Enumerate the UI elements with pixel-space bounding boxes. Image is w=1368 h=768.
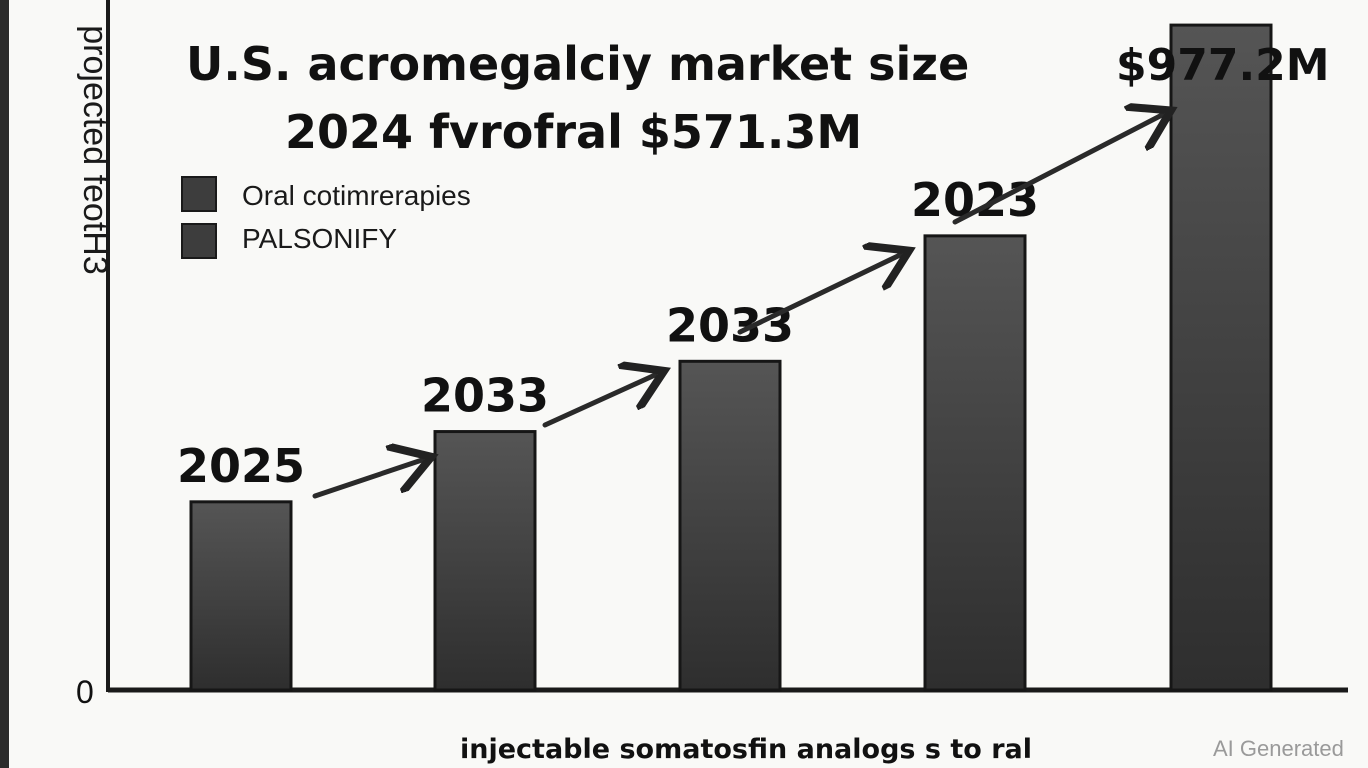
trend-arrow-3 [952, 115, 1162, 225]
bar-0 [189, 500, 293, 692]
trend-arrow-0 [312, 460, 422, 499]
legend-label-palsonify: PALSONIFY [242, 223, 397, 254]
watermark: AI Generated [1213, 736, 1344, 761]
bar-series [189, 23, 1273, 692]
bar-label-0: 2025 [177, 439, 305, 493]
y-tick-zero: 0 [76, 674, 94, 710]
legend: Oral cotimrerapies PALSONIFY [181, 176, 471, 259]
legend-swatch-palsonify [181, 223, 217, 259]
trend-arrows [312, 115, 1162, 499]
bar-label-1: 2033 [421, 369, 549, 423]
bar-label-3: 2023 [911, 173, 1039, 227]
bar-3 [923, 234, 1027, 692]
bar-labels: 2025 2033 2033 2023 [177, 173, 1039, 493]
chart-title-line1: U.S. acromegalciy market size [186, 37, 969, 91]
bar-2 [678, 359, 782, 692]
chart-title-line2: 2024 fvrofral $571.3M [285, 105, 862, 159]
trend-arrow-1 [542, 375, 655, 428]
bar-4 [1169, 23, 1273, 692]
x-axis-label: injectable somatosfin analogs s to ral [460, 734, 1032, 765]
legend-swatch-oral [181, 176, 217, 212]
trend-arrow-2 [737, 255, 900, 335]
bar-1 [433, 430, 537, 692]
top-value-label: $977.2M [1116, 40, 1330, 91]
left-border [0, 0, 9, 768]
bar-label-2: 2033 [666, 298, 794, 352]
legend-label-oral: Oral cotimrerapies [242, 180, 471, 211]
